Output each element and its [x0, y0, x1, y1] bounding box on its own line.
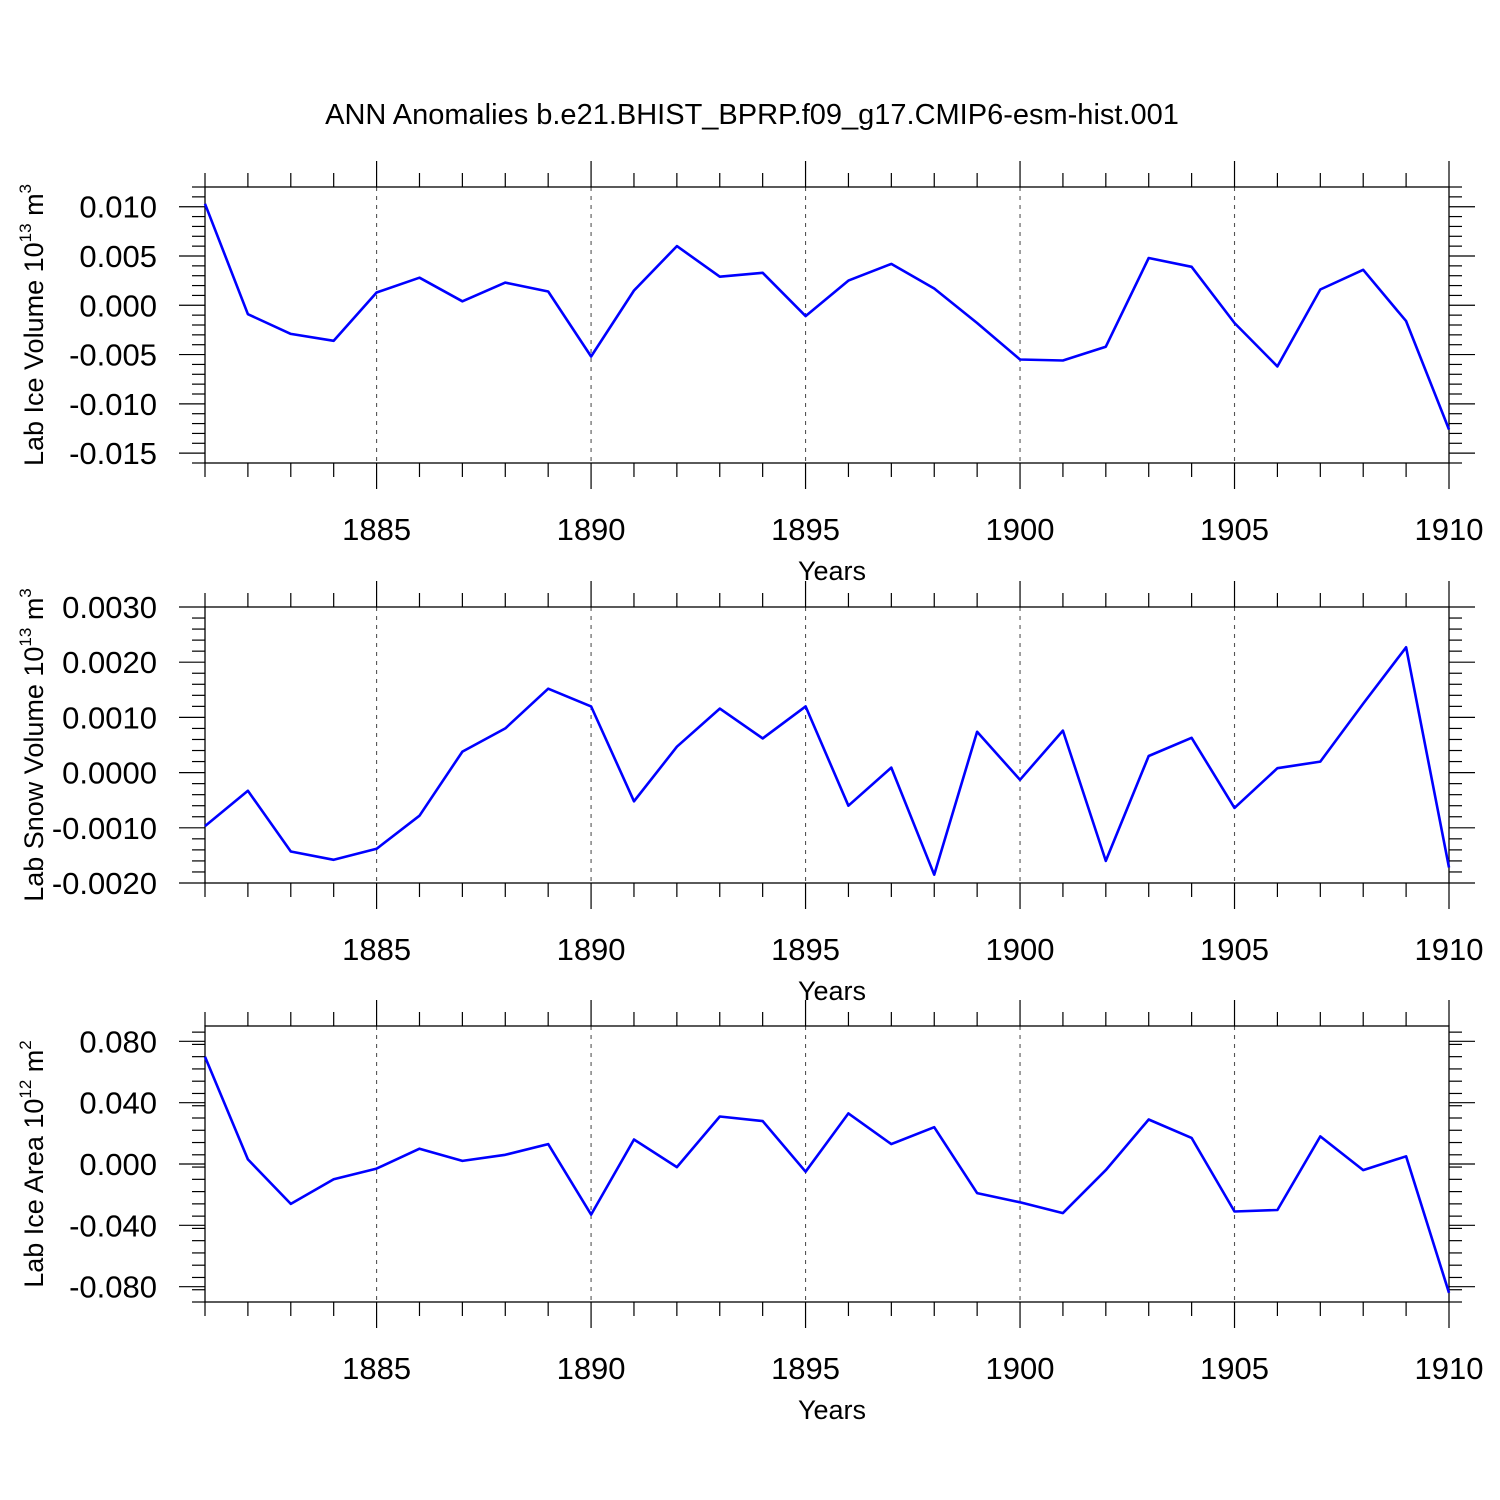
x-axis-title: Years [798, 556, 866, 586]
series-line [204, 645, 1451, 877]
x-tick-label: 1905 [1200, 1351, 1269, 1386]
series-line [203, 203, 1451, 430]
y-axis-title: Lab Ice Area 1012 m2 [16, 1040, 49, 1288]
y-axis-title: Lab Ice Volume 1013 m3 [16, 184, 49, 466]
x-tick-label: 1890 [557, 512, 626, 547]
panel-3: 1885 1890 1895 1900 1905 1910 Years 0.080 0.040 0… [16, 1000, 1483, 1425]
x-tick-label: 1910 [1415, 512, 1484, 547]
series-line [203, 1056, 1451, 1294]
y-tick-label: -0.040 [69, 1208, 157, 1243]
panel-2: 1885 1890 1895 1900 1905 1910 Years 0.0030 0.002… [16, 581, 1483, 1006]
x-tick-label: 1905 [1200, 932, 1269, 967]
y-tick-label: 0.040 [79, 1086, 157, 1121]
y-tick-label: 0.010 [79, 190, 157, 225]
x-tick-label: 1900 [986, 932, 1055, 967]
y-tick-label: -0.015 [69, 436, 157, 471]
x-tick-label: 1910 [1415, 932, 1484, 967]
y-tick-label: -0.010 [69, 387, 157, 422]
x-tick-label: 1885 [342, 512, 411, 547]
y-axis-title: Lab Snow Volume 1013 m3 [16, 588, 49, 902]
y-tick-label: 0.000 [79, 1147, 157, 1182]
y-tick-label: 0.0020 [62, 645, 157, 680]
x-axis-title: Years [798, 1395, 866, 1425]
y-tick-label: 0.0010 [62, 700, 157, 735]
x-tick-label: 1895 [771, 512, 840, 547]
x-tick-label: 1885 [342, 932, 411, 967]
y-tick-label: -0.005 [69, 338, 157, 373]
x-tick-label: 1890 [557, 1351, 626, 1386]
x-tick-label: 1905 [1200, 512, 1269, 547]
y-tick-label: 0.000 [79, 288, 157, 323]
y-tick-label: 0.080 [79, 1024, 157, 1059]
x-tick-label: 1900 [986, 1351, 1055, 1386]
chart-title: ANN Anomalies b.e21.BHIST_BPRP.f09_g17.C… [325, 99, 1179, 131]
y-tick-label: -0.0010 [52, 811, 157, 846]
x-tick-label: 1900 [986, 512, 1055, 547]
y-tick-label: -0.0020 [52, 866, 157, 901]
x-tick-label: 1895 [771, 932, 840, 967]
y-tick-label: 0.005 [79, 239, 157, 274]
x-tick-label: 1890 [557, 932, 626, 967]
x-axis-title: Years [798, 976, 866, 1006]
plot-frame [204, 186, 1450, 464]
x-tick-label: 1885 [342, 1351, 411, 1386]
plot-frame [204, 606, 1450, 884]
x-tick-label: 1910 [1415, 1351, 1484, 1386]
y-tick-label: 0.0030 [62, 590, 157, 625]
y-tick-label: 0.0000 [62, 756, 157, 791]
plot-frame [204, 1025, 1450, 1303]
panel-1: 1885 1890 1895 1900 1905 1910 Years 0.010 0.005 0… [16, 161, 1483, 586]
x-tick-label: 1895 [771, 1351, 840, 1386]
y-tick-label: -0.080 [69, 1270, 157, 1305]
